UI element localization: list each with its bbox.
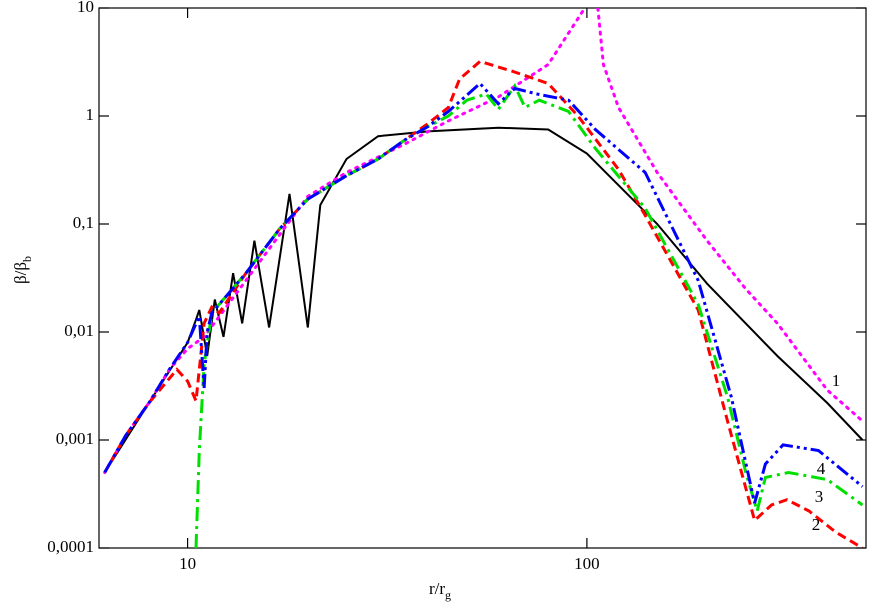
y-tick-label: 10: [77, 0, 94, 16]
y-axis-label: β/βb: [11, 256, 34, 284]
series-line: [103, 8, 864, 474]
x-tick-label: 100: [574, 554, 600, 573]
y-tick-label: 1: [86, 105, 95, 124]
x-label-main: r/r: [429, 579, 445, 598]
y-tick-label: 0,01: [64, 321, 94, 340]
x-label-sub: g: [445, 588, 451, 602]
y-label-main: β/β: [11, 262, 30, 284]
y-tick-label: 0,1: [73, 213, 94, 232]
lines: [103, 8, 864, 548]
series-line: [103, 126, 864, 474]
series-line: [103, 81, 864, 504]
curve-label: 1: [832, 371, 841, 390]
y-tick-label: 0,001: [56, 429, 94, 448]
y-tick-label: 0,0001: [47, 537, 94, 556]
curve-label: 4: [817, 459, 826, 478]
curve-label: 3: [815, 487, 824, 506]
x-axis-label: r/rg: [429, 579, 451, 602]
curve-label: 2: [812, 515, 821, 534]
x-tick-label: 10: [179, 554, 196, 573]
plot-frame: [98, 7, 867, 549]
y-label-sub: b: [20, 256, 34, 262]
series-line: [103, 59, 864, 548]
